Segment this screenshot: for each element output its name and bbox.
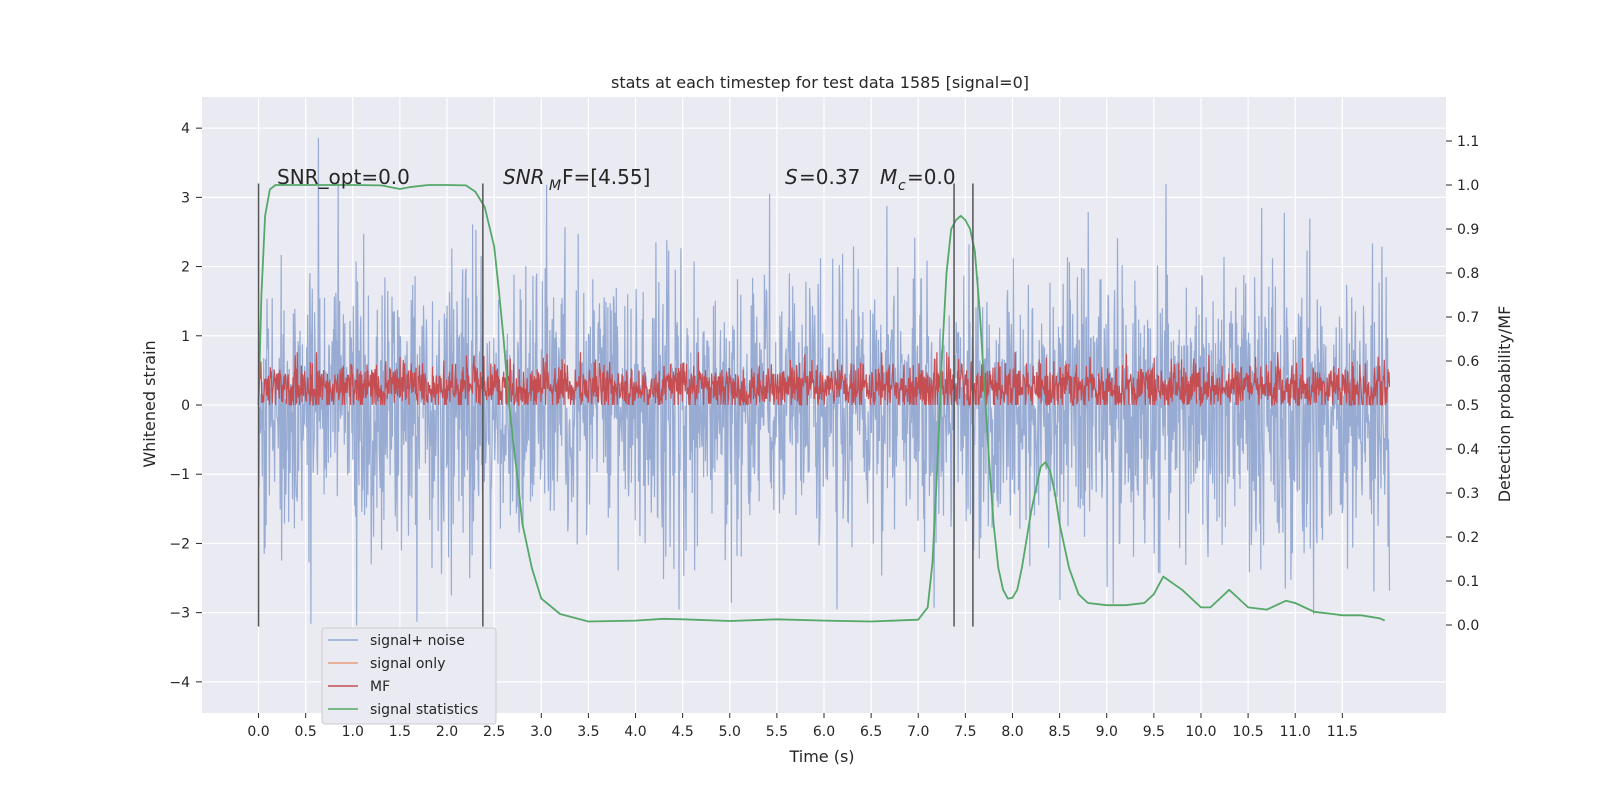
y2-tick-label-6: 0.6 <box>1457 354 1479 370</box>
y-tick-label-5: 1 <box>181 329 190 345</box>
x-tick-label-18: 9.0 <box>1096 724 1118 740</box>
y2-tick-label-7: 0.7 <box>1457 310 1479 326</box>
annotation-mc-main: M <box>880 165 897 189</box>
y-tick-label-3: −1 <box>169 467 190 483</box>
x-tick-label-0: 0.0 <box>247 724 269 740</box>
line-signal-noise <box>257 137 1391 626</box>
y-tick-label-6: 2 <box>181 260 190 276</box>
x-tick-label-8: 4.0 <box>624 724 646 740</box>
x-tick-label-4: 2.0 <box>436 724 458 740</box>
x-tick-label-14: 7.0 <box>907 724 929 740</box>
legend-label-mf: MF <box>370 679 390 695</box>
y2-tick-label-11: 1.1 <box>1457 134 1479 150</box>
annotation-snr-mf: SNR M F=[4.55] <box>503 165 650 194</box>
x-tick-label-20: 10.0 <box>1185 724 1216 740</box>
y2-axis-ticks: 0.0 0.1 0.2 0.3 0.4 0.5 0.6 0.7 0.8 0.9 1.0 1.1 <box>1446 134 1479 634</box>
y-axis-ticks: −4 −3 −2 −1 0 1 2 3 4 <box>169 121 202 691</box>
legend: signal+ noise signal only MF signal stat… <box>321 627 497 725</box>
vertical-markers <box>257 183 974 627</box>
y-tick-label-0: −4 <box>169 675 190 691</box>
x-tick-label-13: 6.5 <box>860 724 882 740</box>
x-axis-ticks: 0.0 0.5 1.0 1.5 2.0 2.5 3.0 3.5 4.0 4.5 5.0 5.5 6.0 6… <box>247 713 1358 740</box>
x-axis-label: Time (s) <box>788 747 854 766</box>
legend-box <box>321 627 497 725</box>
x-tick-label-2: 1.0 <box>342 724 364 740</box>
line-signal-statistics <box>257 184 1386 623</box>
series-signal-noise <box>257 137 1391 626</box>
y2-tick-label-3: 0.3 <box>1457 486 1479 502</box>
x-tick-label-6: 3.0 <box>530 724 552 740</box>
annotation-mc-rest: =0.0 <box>907 165 956 189</box>
legend-label-signal-statistics: signal statistics <box>370 702 478 718</box>
annotation-snr-mf-sub: M <box>549 178 561 194</box>
y2-tick-label-4: 0.4 <box>1457 442 1479 458</box>
y2-tick-label-1: 0.1 <box>1457 574 1479 590</box>
y-tick-label-7: 3 <box>181 190 190 206</box>
x-tick-label-7: 3.5 <box>577 724 599 740</box>
annotation-snr-mf-rest: F=[4.55] <box>562 165 650 189</box>
y2-tick-label-2: 0.2 <box>1457 530 1479 546</box>
y2-tick-label-5: 0.5 <box>1457 398 1479 414</box>
y2-tick-label-8: 0.8 <box>1457 266 1479 282</box>
annotation-snr-opt: SNR_opt=0.0 <box>277 165 410 189</box>
annotation-s-main: S <box>785 165 798 189</box>
legend-label-signal-noise: signal+ noise <box>370 633 465 649</box>
x-tick-label-12: 6.0 <box>813 724 835 740</box>
annotation-s-rest: =0.37 <box>799 165 860 189</box>
x-tick-label-9: 4.5 <box>672 724 694 740</box>
annotation-mc: M c =0.0 <box>880 165 956 194</box>
x-tick-label-15: 7.5 <box>954 724 976 740</box>
x-tick-label-11: 5.5 <box>766 724 788 740</box>
x-tick-label-3: 1.5 <box>389 724 411 740</box>
y-tick-label-4: 0 <box>181 398 190 414</box>
line-mf <box>257 352 1391 408</box>
y-axis-label: Whitened strain <box>140 340 159 467</box>
y-tick-label-1: −3 <box>169 606 190 622</box>
annotation-snr-mf-main: SNR <box>503 165 545 189</box>
annotation-s: S =0.37 <box>785 165 860 189</box>
x-tick-label-21: 10.5 <box>1233 724 1264 740</box>
y2-tick-label-0: 0.0 <box>1457 618 1479 634</box>
x-tick-label-19: 9.5 <box>1143 724 1165 740</box>
series-mf <box>257 352 1391 408</box>
legend-label-signal-only: signal only <box>370 656 445 672</box>
x-tick-label-1: 0.5 <box>295 724 317 740</box>
x-tick-label-16: 8.0 <box>1001 724 1023 740</box>
annotation-mc-sub: c <box>898 178 906 194</box>
y-tick-label-2: −2 <box>169 536 190 552</box>
series-signal-statistics <box>257 184 1386 623</box>
y2-tick-label-10: 1.0 <box>1457 178 1479 194</box>
y2-tick-label-9: 0.9 <box>1457 222 1479 238</box>
x-tick-label-5: 2.5 <box>483 724 505 740</box>
y2-axis-label: Detection probability/MF <box>1495 306 1514 503</box>
chart-title: stats at each timestep for test data 158… <box>611 73 1029 92</box>
x-tick-label-22: 11.0 <box>1280 724 1311 740</box>
y-tick-label-8: 4 <box>181 121 190 137</box>
x-tick-label-17: 8.5 <box>1048 724 1070 740</box>
x-tick-label-23: 11.5 <box>1327 724 1358 740</box>
x-tick-label-10: 5.0 <box>719 724 741 740</box>
